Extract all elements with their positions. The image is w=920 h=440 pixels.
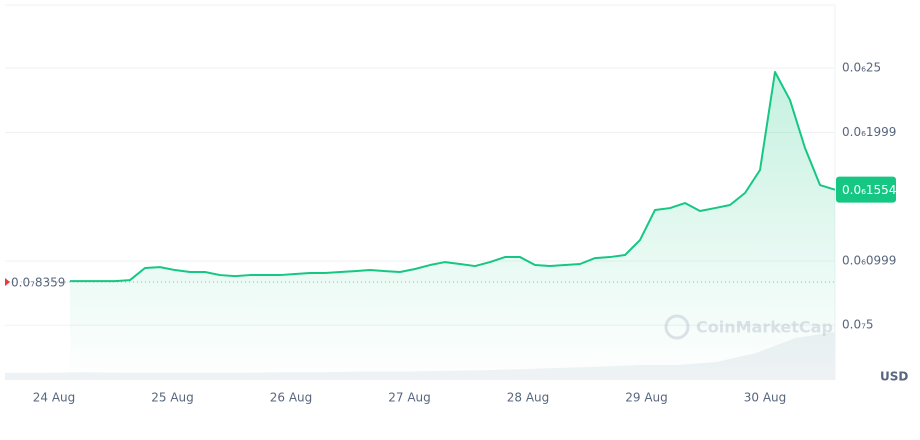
x-tick-label: 24 Aug	[33, 391, 76, 405]
y-tick-label: 0.0₆0999	[842, 254, 896, 268]
x-tick-label: 29 Aug	[625, 391, 668, 405]
reference-marker	[5, 278, 10, 287]
y-tick-label: 0.0₇5	[842, 318, 874, 332]
x-tick-label: 30 Aug	[744, 391, 787, 405]
current-price-tag	[836, 176, 896, 203]
y-tick-label: 0.0₆25	[842, 61, 881, 75]
price-line	[70, 71, 836, 283]
watermark-logo	[664, 314, 690, 340]
x-tick-label: 25 Aug	[151, 391, 194, 405]
watermark-text: CoinMarketCap	[696, 318, 833, 337]
y-tick-label: 0.0₆1999	[842, 125, 896, 139]
currency: USD	[880, 370, 908, 384]
x-tick-label: 28 Aug	[507, 391, 550, 405]
price-area	[70, 72, 835, 380]
reference-label: 0.0₇8359	[11, 276, 65, 290]
x-tick-label: 26 Aug	[270, 391, 313, 405]
x-tick-label: 27 Aug	[388, 391, 431, 405]
current-price-label: 0.0₆1554	[842, 183, 896, 197]
watermark: CoinMarketCap	[664, 314, 833, 340]
